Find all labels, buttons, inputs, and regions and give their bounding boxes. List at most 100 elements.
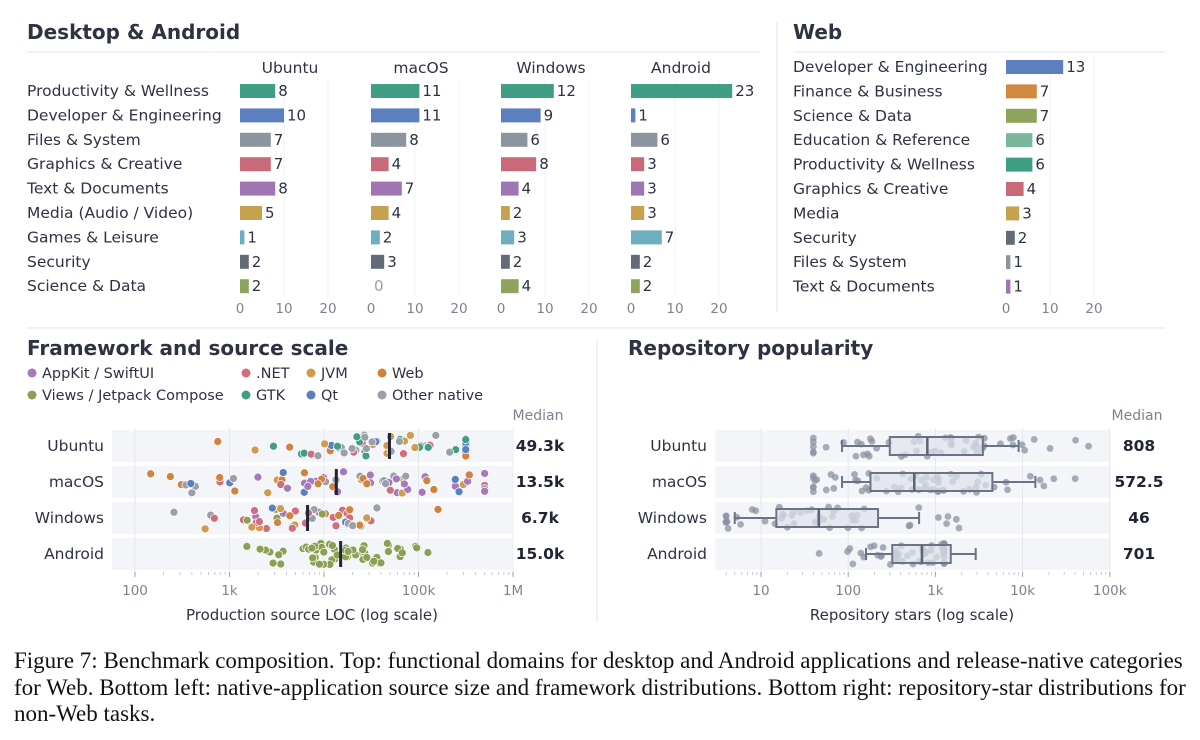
popularity-title: Repository popularity	[628, 336, 873, 360]
data-point	[362, 513, 372, 523]
bar-web	[1006, 279, 1011, 294]
bar-web	[1006, 206, 1020, 221]
data-point	[867, 435, 874, 443]
bar-value-label: 4	[392, 155, 402, 173]
x-tick-label: 10	[406, 301, 423, 317]
x-tick-label: 20	[450, 301, 467, 317]
bar-ubuntu	[240, 279, 249, 294]
bar-value-label: 9	[544, 106, 554, 124]
bar-windows	[501, 157, 537, 172]
data-point	[874, 551, 882, 559]
bar-value-label: 2	[1018, 229, 1028, 247]
data-point	[461, 445, 471, 454]
data-point	[862, 484, 870, 492]
bar-value-label: 12	[557, 82, 576, 100]
data-point	[299, 448, 309, 458]
data-point	[313, 451, 323, 461]
data-point	[343, 547, 353, 556]
bar-windows	[501, 254, 510, 269]
data-point	[423, 548, 433, 557]
bar-ubuntu	[240, 206, 262, 220]
data-point	[276, 504, 285, 514]
data-point	[809, 434, 817, 442]
category-label: Graphics & Creative	[793, 180, 948, 198]
legend-item: Other native	[392, 388, 483, 404]
data-point	[369, 556, 379, 566]
x-tick-label: 10	[536, 301, 553, 317]
data-point	[268, 558, 278, 568]
x-tick-label: 20	[580, 301, 597, 317]
category-label: Files & System	[27, 131, 141, 149]
data-point	[283, 483, 292, 493]
data-point	[809, 483, 817, 491]
x-tick-label: 0	[1002, 301, 1011, 317]
data-point	[285, 442, 295, 452]
legend-marker	[27, 368, 37, 378]
data-point	[334, 511, 343, 520]
bar-value-label: 2	[383, 228, 393, 246]
data-point	[944, 513, 952, 520]
data-point	[339, 467, 348, 477]
data-point	[406, 431, 415, 440]
bar-value-label: 10	[287, 106, 306, 124]
data-point	[317, 509, 327, 519]
legend-marker	[377, 390, 387, 400]
bar-web	[1006, 84, 1037, 99]
data-point	[480, 469, 489, 478]
data-point	[1040, 482, 1048, 490]
data-point	[851, 471, 858, 478]
data-point	[348, 521, 358, 530]
data-point	[253, 472, 263, 482]
category-label: Text & Documents	[792, 278, 935, 296]
bar-value-label: 11	[422, 82, 441, 100]
category-label: Files & System	[793, 253, 907, 271]
bar-macos	[371, 157, 389, 172]
bar-macos	[371, 132, 407, 147]
bar-windows	[501, 181, 519, 196]
category-label: Science & Data	[27, 277, 146, 295]
bar-web	[1006, 157, 1033, 172]
bar-value-label: 2	[513, 204, 523, 222]
x-tick-label: 100k	[1093, 583, 1127, 599]
bar-ubuntu	[240, 84, 276, 98]
x-axis-label: Repository stars (log scale)	[810, 606, 1014, 624]
bar-android	[631, 157, 645, 172]
bar-android	[631, 132, 658, 147]
bar-value-label: 3	[647, 155, 657, 173]
data-point	[361, 451, 371, 461]
data-point	[724, 525, 732, 532]
data-point	[186, 479, 196, 488]
bar-value-label: 3	[647, 204, 657, 222]
bar-value-label: 23	[735, 82, 754, 100]
data-point	[230, 486, 240, 496]
series-title-android: Android	[651, 59, 711, 77]
bar-macos	[371, 181, 402, 196]
data-point	[412, 543, 422, 553]
data-point	[313, 479, 323, 489]
bar-value-label: 2	[513, 253, 523, 271]
data-point	[761, 517, 769, 525]
series-title-ubuntu: Ubuntu	[262, 59, 319, 77]
data-point	[381, 479, 390, 489]
data-point	[384, 547, 393, 556]
data-point	[417, 487, 427, 497]
bar-value-label: 7	[1040, 82, 1050, 100]
data-point	[358, 545, 367, 554]
legend-marker	[306, 390, 316, 400]
data-point	[278, 468, 288, 477]
data-point	[830, 485, 838, 492]
bar-android	[631, 206, 645, 220]
data-point	[269, 441, 278, 451]
x-tick-label: 10	[275, 301, 292, 317]
data-point	[308, 553, 318, 563]
data-point	[722, 512, 730, 520]
legend-item: AppKit / SwiftUI	[42, 366, 154, 382]
x-tick-label: 20	[1085, 301, 1102, 317]
bar-windows	[501, 108, 541, 123]
framework-title: Framework and source scale	[27, 336, 348, 360]
x-tick-label: 20	[710, 301, 727, 317]
median-value: 15.0k	[516, 545, 565, 563]
data-point	[1072, 436, 1079, 444]
category-label: Productivity & Wellness	[793, 156, 975, 174]
bar-ubuntu	[240, 157, 271, 172]
